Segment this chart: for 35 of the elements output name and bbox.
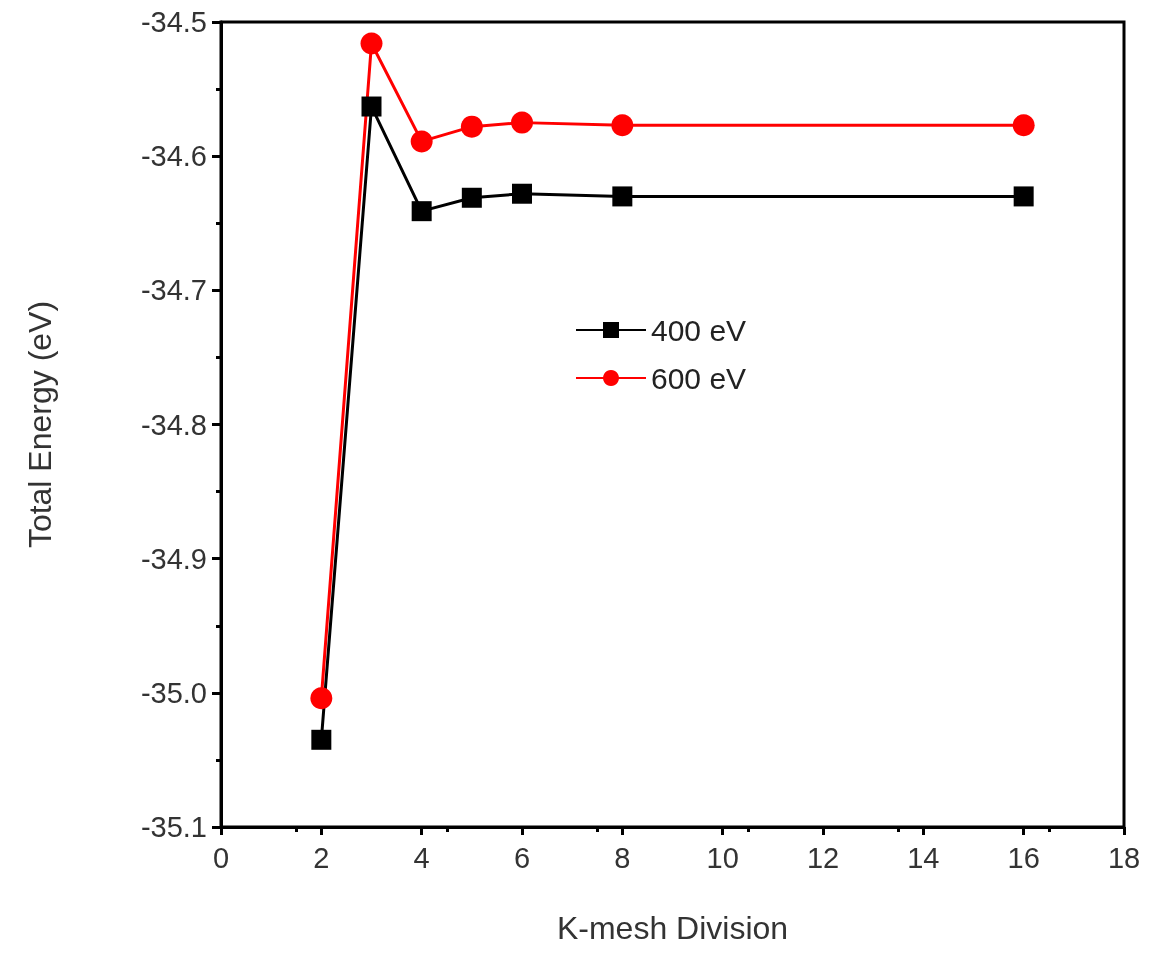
point	[310, 687, 333, 710]
point	[511, 111, 533, 134]
y-tick-label: -35.0	[140, 676, 207, 709]
x-tick-label: 18	[1107, 841, 1141, 874]
x-tick-label: 2	[313, 841, 330, 874]
point	[612, 186, 633, 207]
legend-label: 400 eV	[651, 313, 747, 347]
point	[1012, 114, 1035, 137]
y-tick-label: -34.5	[140, 6, 207, 38]
x-axis-title: K-mesh Division	[556, 910, 789, 946]
x-tick-label: 4	[413, 841, 430, 874]
y-tick-label: -34.7	[140, 274, 207, 307]
point	[611, 114, 634, 137]
x-tick-label: 14	[907, 841, 940, 874]
point	[512, 183, 532, 204]
y-tick-label: -35.1	[140, 811, 207, 843]
point	[411, 201, 432, 222]
y-tick-label: -34.9	[140, 542, 207, 575]
point	[461, 187, 482, 208]
x-tick-label: 0	[212, 841, 230, 874]
point	[1013, 186, 1034, 207]
point	[311, 729, 332, 750]
y-axis-title: Total Energy (eV)	[22, 300, 58, 549]
x-tick-label: 10	[706, 841, 739, 874]
x-tick-label: 12	[806, 841, 840, 874]
point	[460, 115, 483, 138]
x-tick-label: 6	[513, 841, 531, 874]
point	[361, 96, 382, 117]
point	[410, 130, 433, 153]
y-tick-label: -34.8	[140, 408, 207, 441]
x-tick-label: 8	[614, 841, 631, 874]
legend-label: 600 eV	[651, 361, 747, 395]
x-tick-label: 16	[1007, 841, 1040, 874]
point	[360, 32, 383, 55]
y-tick-label: -34.6	[140, 140, 207, 173]
